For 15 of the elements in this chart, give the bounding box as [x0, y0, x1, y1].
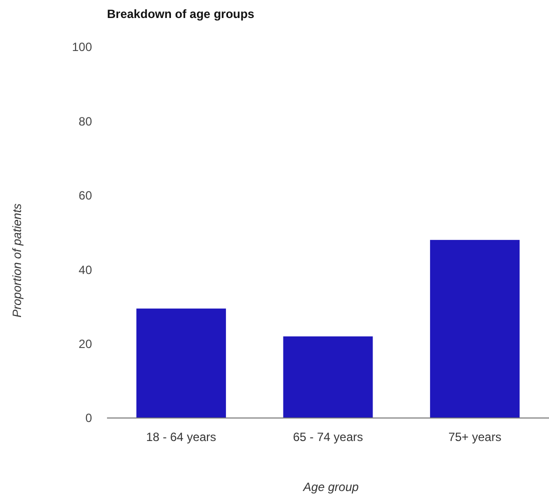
x-tick-label: 65 - 74 years — [292, 430, 364, 444]
bar — [136, 308, 226, 418]
bar — [283, 336, 373, 418]
y-tick-label: 60 — [78, 188, 92, 203]
bar — [430, 240, 520, 418]
y-tick-label: 40 — [78, 262, 92, 277]
x-tick-label: 18 - 64 years — [146, 430, 216, 444]
y-tick-label: 100 — [72, 40, 92, 54]
chart-title: Breakdown of age groups — [107, 7, 255, 21]
y-tick-label: 20 — [78, 337, 92, 351]
y-axis-title: Proportion of patients — [10, 203, 24, 318]
x-axis-title: Age group — [302, 480, 360, 494]
x-tick-label: 75+ years — [448, 430, 502, 444]
y-tick-label: 0 — [85, 411, 92, 426]
y-tick-label: 80 — [78, 114, 92, 128]
